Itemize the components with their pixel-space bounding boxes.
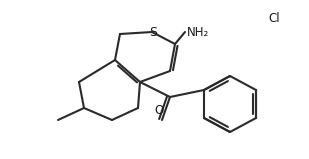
Text: Cl: Cl — [268, 11, 280, 24]
Text: S: S — [149, 25, 157, 38]
Text: NH₂: NH₂ — [187, 25, 209, 38]
Text: O: O — [154, 104, 164, 117]
